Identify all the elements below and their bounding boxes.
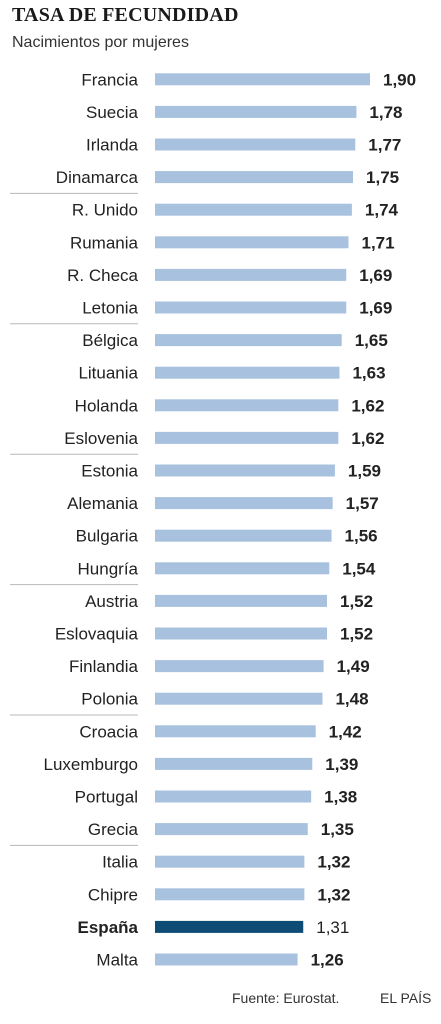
bar (155, 594, 327, 607)
category-label: Lituania (78, 364, 138, 383)
bar (155, 171, 354, 184)
category-label: Dinamarca (56, 168, 139, 187)
value-label: 1,26 (311, 951, 344, 970)
value-label: 1,31 (316, 918, 349, 937)
category-label: Suecia (86, 103, 139, 122)
category-label: Italia (102, 853, 138, 872)
category-label: España (78, 918, 139, 937)
bar (155, 953, 298, 966)
category-label: Finlandia (69, 657, 139, 676)
value-label: 1,52 (340, 625, 373, 644)
bar (155, 627, 327, 640)
category-label: Letonia (82, 299, 138, 318)
category-label: Austria (85, 592, 138, 611)
value-label: 1,62 (351, 429, 384, 448)
category-label: Eslovaquia (55, 625, 139, 644)
chart-title: TASA DE FECUNDIDAD (12, 4, 239, 26)
bar (155, 431, 339, 444)
source-credit: Fuente: Eurostat. (232, 990, 340, 1006)
value-label: 1,57 (346, 494, 379, 513)
chart-subtitle: Nacimientos por mujeres (12, 34, 189, 51)
bar (155, 562, 330, 575)
publisher-brand: EL PAÍS (380, 990, 432, 1006)
category-label: Bélgica (82, 331, 138, 350)
bar (155, 855, 305, 868)
value-label: 1,38 (324, 788, 357, 807)
bar (155, 203, 352, 216)
value-label: 1,52 (340, 592, 373, 611)
value-label: 1,56 (345, 527, 378, 546)
category-label: Grecia (88, 820, 139, 839)
bar (155, 268, 347, 281)
bar (155, 660, 324, 673)
category-label: Francia (81, 70, 138, 89)
value-label: 1,90 (383, 70, 416, 89)
bar (155, 757, 313, 770)
value-label: 1,78 (369, 103, 402, 122)
value-label: 1,63 (352, 364, 385, 383)
bar (155, 725, 316, 738)
bar (155, 138, 356, 151)
value-label: 1,65 (355, 331, 388, 350)
category-label: Chipre (88, 885, 138, 904)
value-label: 1,59 (348, 462, 381, 481)
value-label: 1,69 (359, 266, 392, 285)
bar (155, 497, 333, 510)
bar (155, 888, 305, 901)
value-label: 1,54 (342, 559, 376, 578)
value-label: 1,49 (337, 657, 370, 676)
bar (155, 73, 370, 86)
bar (155, 823, 308, 836)
category-label: Luxemburgo (43, 755, 138, 774)
bar (155, 399, 339, 412)
bar (155, 236, 349, 249)
category-label: Eslovenia (64, 429, 138, 448)
bar (155, 301, 347, 314)
value-label: 1,77 (368, 136, 401, 155)
value-label: 1,39 (325, 755, 358, 774)
category-label: Croacia (79, 722, 138, 741)
category-label: Hungría (78, 559, 139, 578)
category-label: Polonia (81, 690, 138, 709)
value-label: 1,32 (317, 853, 350, 872)
category-label: R. Unido (72, 201, 138, 220)
bar-highlight (155, 920, 304, 933)
bar (155, 790, 312, 803)
value-label: 1,35 (321, 820, 354, 839)
value-label: 1,42 (329, 722, 362, 741)
bar (155, 464, 335, 477)
category-label: Estonia (81, 462, 138, 481)
bar (155, 366, 340, 379)
value-label: 1,74 (365, 201, 399, 220)
category-label: Irlanda (86, 136, 139, 155)
value-label: 1,75 (366, 168, 399, 187)
category-label: R. Checa (67, 266, 138, 285)
category-label: Portugal (75, 788, 138, 807)
value-label: 1,69 (359, 299, 392, 318)
category-label: Rumania (70, 233, 139, 252)
value-label: 1,71 (362, 233, 395, 252)
value-label: 1,62 (351, 396, 384, 415)
category-label: Holanda (75, 396, 139, 415)
bar (155, 529, 332, 542)
bar (155, 105, 357, 118)
value-label: 1,32 (317, 885, 350, 904)
bar (155, 692, 323, 705)
bar (155, 334, 342, 347)
category-label: Bulgaria (76, 527, 139, 546)
category-label: Alemania (67, 494, 138, 513)
category-label: Malta (96, 951, 138, 970)
value-label: 1,48 (335, 690, 368, 709)
